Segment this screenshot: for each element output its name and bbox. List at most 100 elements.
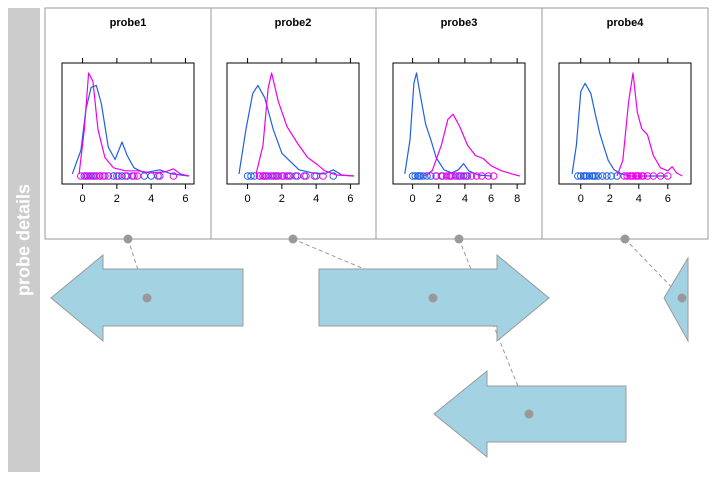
rug-point (663, 172, 672, 180)
density-curve (238, 84, 354, 177)
rug-point (77, 172, 85, 180)
x-tick-label: 8 (514, 193, 520, 205)
rug-point (620, 172, 629, 180)
rug-point (489, 172, 498, 180)
anchor-dot (524, 409, 534, 419)
anchor-dot (288, 234, 298, 244)
rug-point (95, 172, 104, 180)
plot-frame (61, 62, 195, 185)
rug-point (590, 172, 598, 180)
x-tick-label: 2 (114, 193, 120, 205)
x-tick-label: 6 (347, 193, 353, 205)
rug-point (419, 172, 427, 180)
plot-frame (226, 62, 360, 185)
anchor-dot (620, 234, 630, 244)
rug-point (467, 172, 476, 180)
density-panel: probe1 0 2 4 6 (61, 17, 195, 205)
rug-point (255, 172, 264, 180)
density-curve (71, 84, 189, 177)
rug-point (459, 172, 468, 180)
rug-point (250, 172, 259, 180)
rug-point (133, 172, 142, 180)
rug-point (329, 172, 338, 180)
rug-point (130, 172, 138, 180)
density-curve (404, 72, 492, 177)
rug-point (462, 172, 470, 180)
anchor-dot (677, 293, 687, 303)
rug-point (637, 172, 646, 180)
x-tick-label: 4 (462, 193, 468, 205)
rug-point (607, 172, 616, 180)
panel-title: probe3 (441, 17, 478, 29)
rug-point (484, 172, 493, 180)
density-curve (616, 72, 683, 177)
density-curve (78, 72, 190, 177)
rug-point (633, 172, 642, 180)
density-panel: probe2 0 2 4 6 (226, 17, 360, 205)
rug-point (283, 172, 291, 180)
x-tick-label: 6 (488, 193, 494, 205)
x-tick-label: 4 (313, 193, 319, 205)
rug-point (454, 172, 463, 180)
rug-point (445, 172, 453, 180)
rug-point (581, 172, 589, 180)
rug-point (594, 172, 602, 180)
density-curve (424, 113, 520, 177)
x-tick-label: 2 (436, 193, 442, 205)
rug-point (576, 172, 585, 180)
rug-point (274, 172, 283, 180)
rug-point (585, 172, 594, 180)
rug-point (649, 172, 658, 180)
rug-point (627, 172, 636, 180)
rug-point (118, 172, 126, 180)
x-tick-label: 2 (279, 193, 285, 205)
rug-point (643, 172, 652, 180)
rug-point (656, 172, 665, 180)
panel-title: probe2 (275, 17, 312, 29)
rug-point (310, 172, 319, 180)
rug-point (423, 172, 431, 180)
rug-point (437, 172, 446, 180)
density-panel: probe3 0 2 4 6 8 (392, 17, 526, 205)
anchor-dot (454, 234, 464, 244)
rug-point (293, 172, 302, 180)
anchor-dot (123, 234, 133, 244)
panel-title: probe4 (607, 17, 645, 29)
x-tick-label: 6 (665, 193, 671, 205)
rug-point (260, 172, 269, 180)
rug-point (623, 172, 631, 180)
rug-point (319, 172, 327, 180)
anchor-dot (142, 293, 152, 303)
rug-point (113, 172, 121, 180)
x-tick-label: 6 (182, 193, 188, 205)
x-tick-label: 0 (80, 193, 86, 205)
rug-point (247, 172, 255, 180)
rug-point (613, 172, 621, 180)
density-panel: probe4 0 2 4 6 (558, 17, 692, 205)
rug-point (598, 172, 607, 180)
rug-point (302, 172, 310, 180)
rug-point (155, 172, 164, 180)
density-curve (255, 72, 354, 177)
rug-point (427, 172, 435, 180)
x-tick-label: 0 (245, 193, 251, 205)
x-tick-label: 0 (410, 193, 416, 205)
panel-title: probe1 (110, 17, 147, 29)
rug-point (99, 172, 107, 180)
x-tick-label: 4 (636, 193, 642, 205)
block-arrow (663, 256, 689, 343)
anchor-dot (428, 293, 438, 303)
rug-point (415, 172, 423, 180)
rug-point (574, 172, 582, 180)
rug-point (169, 172, 178, 180)
rug-point (121, 172, 130, 180)
rug-point (432, 172, 440, 180)
rug-point (472, 172, 481, 180)
plot-frame (558, 62, 692, 185)
x-tick-label: 0 (578, 193, 584, 205)
rug-point (457, 172, 465, 180)
side-label-strip: probe details (8, 8, 40, 472)
rug-point (603, 172, 611, 180)
x-tick-label: 2 (607, 193, 613, 205)
